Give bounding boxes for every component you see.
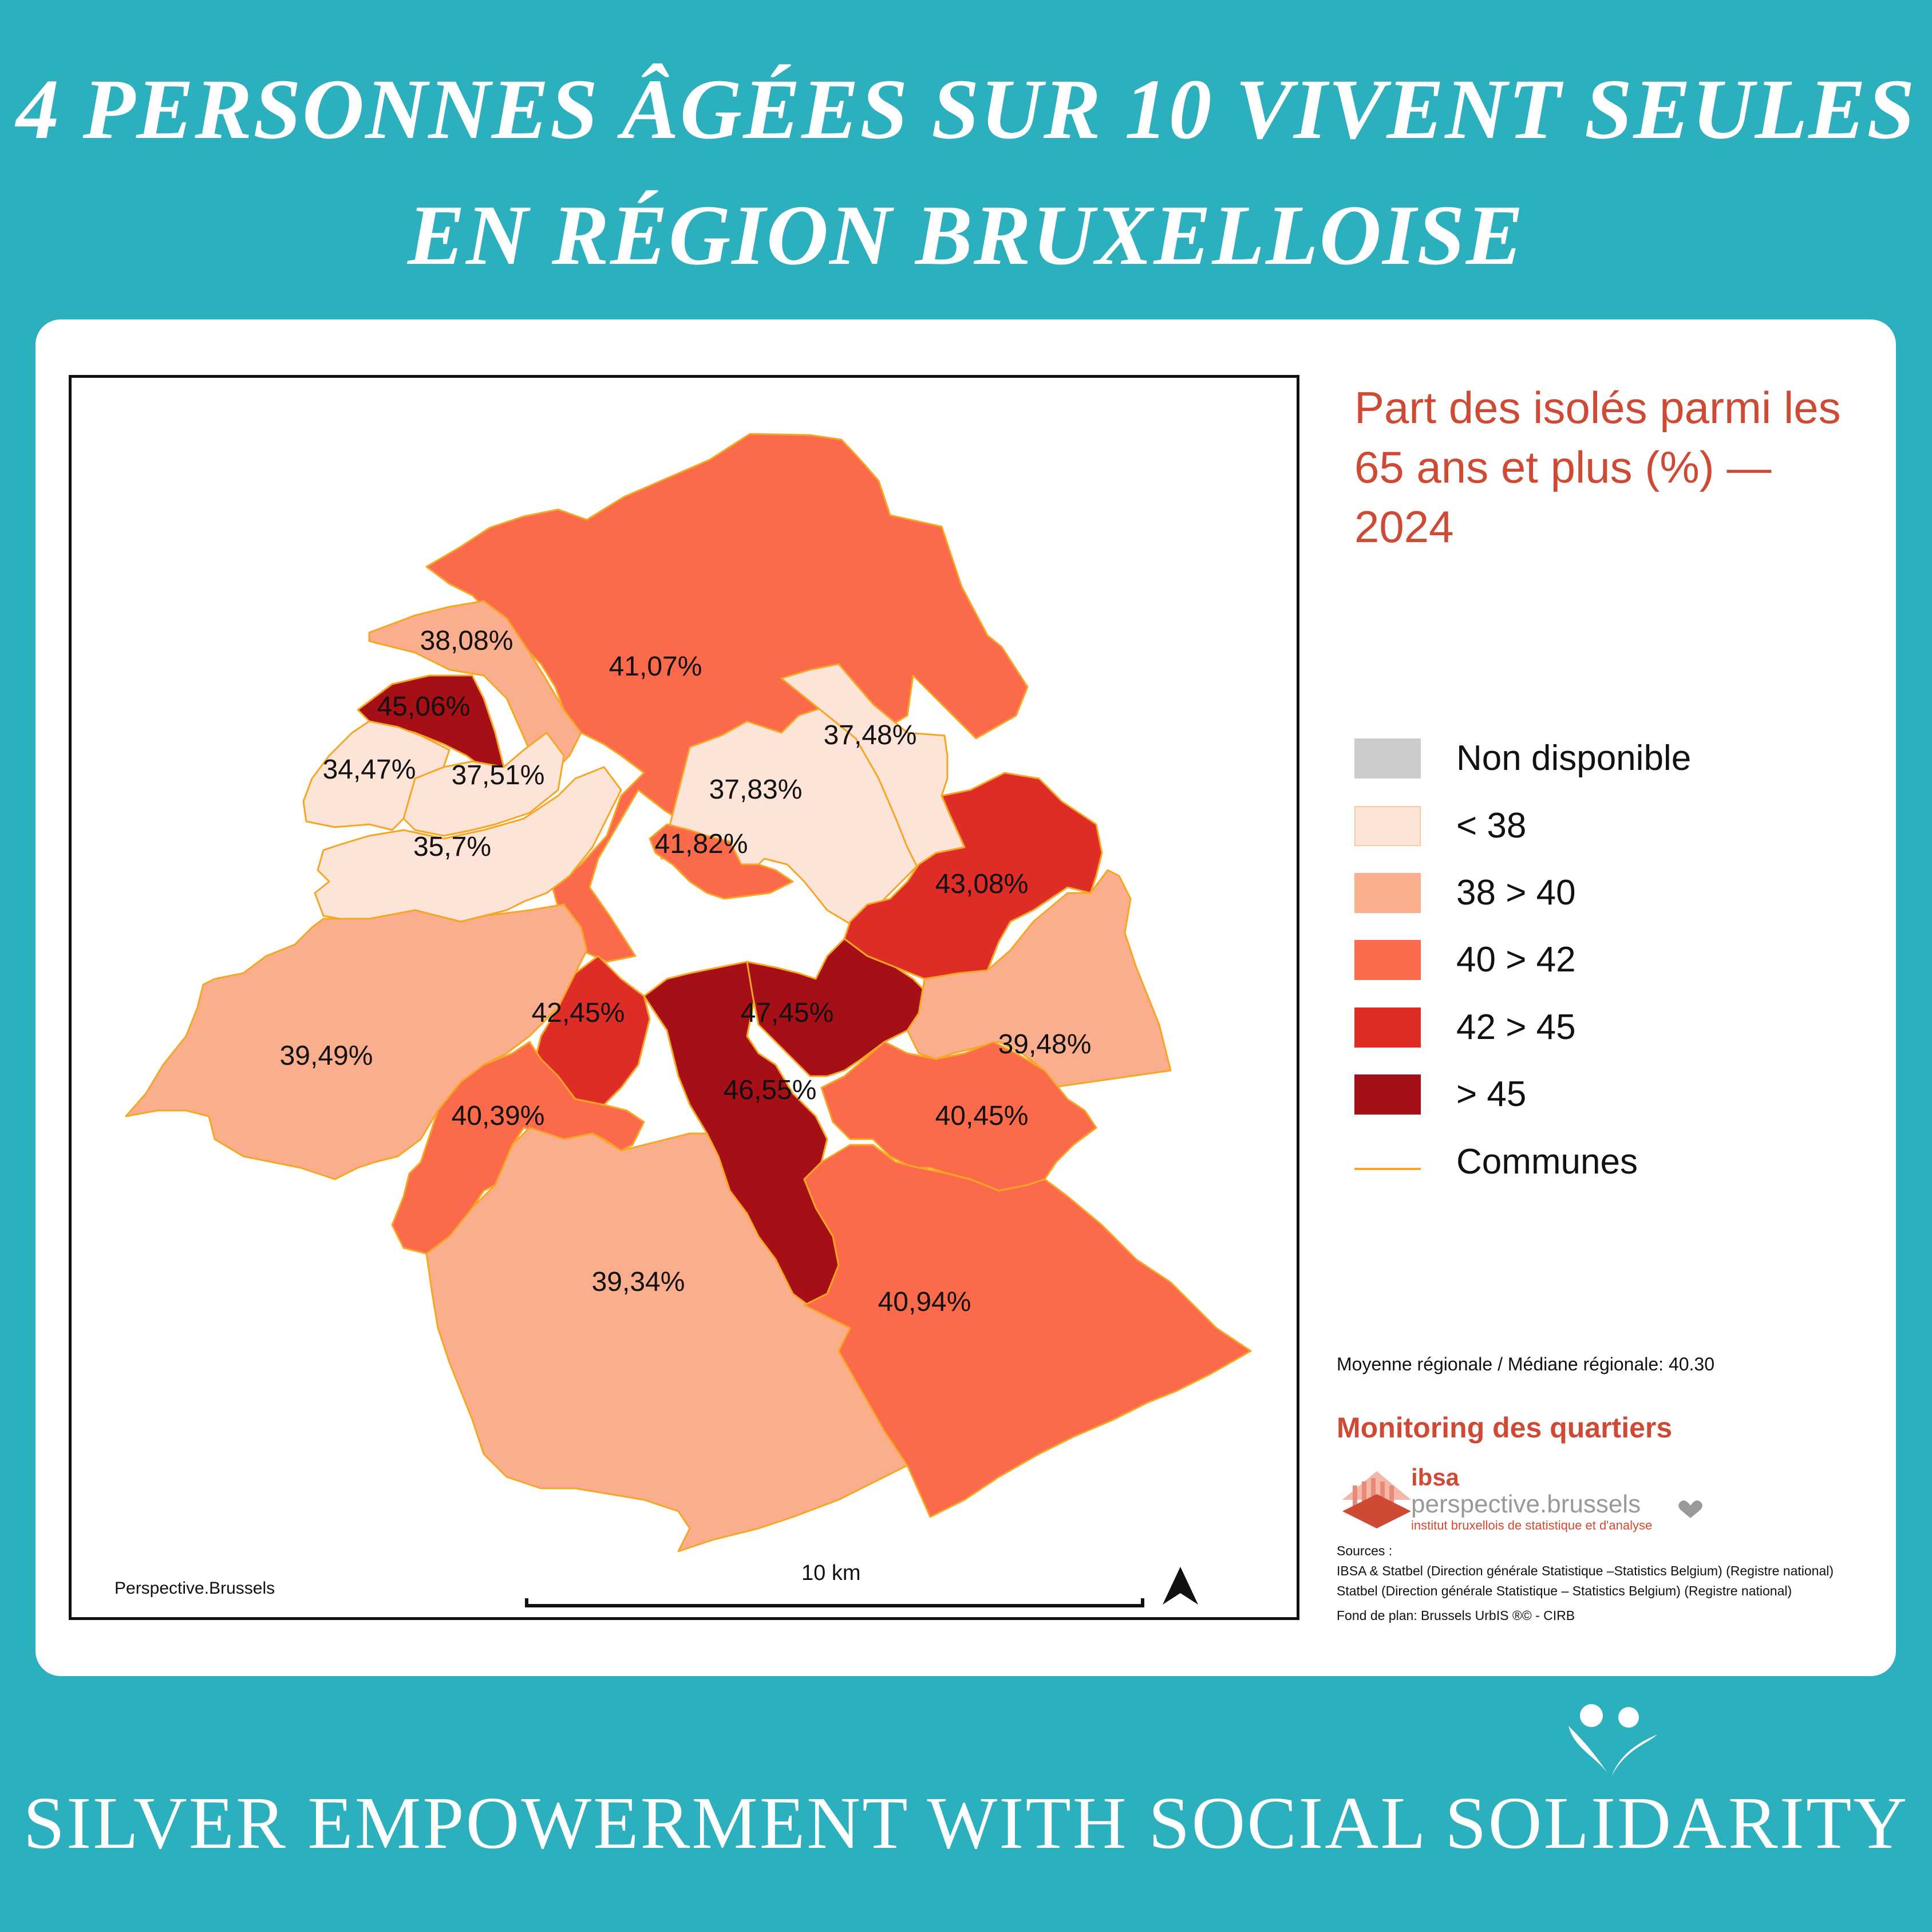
legend-label: 40 > 42	[1456, 940, 1576, 979]
label-forest: 40,39%	[452, 1101, 545, 1131]
legend-swatch	[1354, 873, 1421, 913]
label-ixelles: 46,55%	[724, 1075, 817, 1105]
legend-line	[1354, 1168, 1421, 1170]
legend-label: > 45	[1456, 1074, 1527, 1114]
regional-mean: Moyenne régionale / Médiane régionale: 4…	[1337, 1354, 1715, 1374]
label-stgilles: 42,45%	[532, 998, 625, 1028]
label-watermael: 40,94%	[878, 1287, 971, 1317]
label-etterbeek: 47,45%	[741, 998, 834, 1028]
ibsa-logo-icon	[1342, 1471, 1411, 1528]
label-schaerbeek: 37,83%	[709, 775, 803, 805]
label-woluwe-st-pierre: 39,48%	[998, 1029, 1092, 1060]
label-koekelberg: 37,51%	[452, 760, 545, 791]
legend-label: Communes	[1456, 1142, 1638, 1182]
label-woluwe-st-lambert: 43,08%	[935, 869, 1029, 899]
label-uccle: 39,34%	[592, 1267, 685, 1297]
monitoring-title: Monitoring des quartiers	[1337, 1412, 1673, 1444]
legend-swatch	[1354, 1074, 1421, 1115]
legend-label: < 38	[1456, 806, 1527, 846]
label-jette: 38,08%	[420, 626, 513, 656]
legend-swatch	[1354, 806, 1421, 846]
legend-label: 42 > 45	[1456, 1008, 1576, 1047]
commune-stjosse	[649, 823, 794, 900]
label-auderghem: 40,45%	[935, 1101, 1029, 1131]
commune-anderlecht	[125, 903, 588, 1180]
north-arrow-icon	[1163, 1567, 1198, 1605]
choropleth-map: 37,48% 41,07% 38,08% 45,06% 34,47% 37,51…	[125, 433, 1252, 1552]
label-molenbeek: 35,7%	[413, 832, 491, 862]
label-bruxelles: 41,07%	[609, 651, 702, 682]
source-3: Fond de plan: Brussels UrbIS ®© - CIRB	[1337, 1608, 1575, 1623]
label-evere: 37,48%	[824, 720, 917, 750]
label-anderlecht: 39,49%	[280, 1041, 373, 1071]
legend-title: Part des isolés parmi les 65 ans et plus…	[1354, 382, 1841, 552]
logo-perspective-text: perspective.brussels	[1411, 1490, 1641, 1518]
ibsa-logo: ibsa perspective.brussels institut bruxe…	[1342, 1464, 1702, 1532]
logo-ibsa-text: ibsa	[1411, 1464, 1460, 1491]
logo-subtitle: institut bruxellois de statistique et d'…	[1411, 1518, 1652, 1532]
legend-label: 38 > 40	[1456, 873, 1576, 912]
scale-bar	[525, 1598, 1144, 1607]
label-stjosse: 41,82%	[655, 829, 748, 859]
commune-koekelberg	[402, 732, 565, 837]
drops-logo-icon	[1568, 1704, 1657, 1776]
legend-swatch	[1354, 940, 1421, 980]
sources-block: Sources : IBSA & Statbel (Direction géné…	[1337, 1541, 1834, 1626]
footer-title: SILVER EMPOWERMENT WITH SOCIAL SOLIDARIT…	[23, 1782, 1909, 1864]
scale-label: 10 km	[801, 1561, 861, 1585]
commune-watermael	[803, 1144, 1252, 1518]
source-1: IBSA & Statbel (Direction générale Stati…	[1337, 1563, 1834, 1578]
label-berchem: 34,47%	[323, 754, 416, 785]
sources-title: Sources :	[1337, 1543, 1393, 1558]
map-credit: Perspective.Brussels	[114, 1579, 275, 1598]
heart-icon	[1678, 1500, 1702, 1518]
commune-jette	[368, 600, 582, 774]
map-frame: 37,48% 41,07% 38,08% 45,06% 34,47% 37,51…	[69, 375, 1299, 1620]
source-2: Statbel (Direction générale Statistique …	[1337, 1583, 1792, 1598]
label-ganshoren: 45,06%	[377, 692, 471, 722]
main-title-line-2: EN RÉGION BRUXELLOISE	[408, 188, 1524, 283]
main-title-line-1: 4 PERSONNES ÂGÉES SUR 10 VIVENT SEULES	[16, 62, 1916, 157]
legend-label: Non disponible	[1456, 738, 1692, 778]
commune-auderghem	[820, 1041, 1097, 1192]
legend-swatch	[1354, 1008, 1421, 1048]
legend-swatch	[1354, 738, 1421, 779]
commune-molenbeek	[314, 766, 622, 923]
